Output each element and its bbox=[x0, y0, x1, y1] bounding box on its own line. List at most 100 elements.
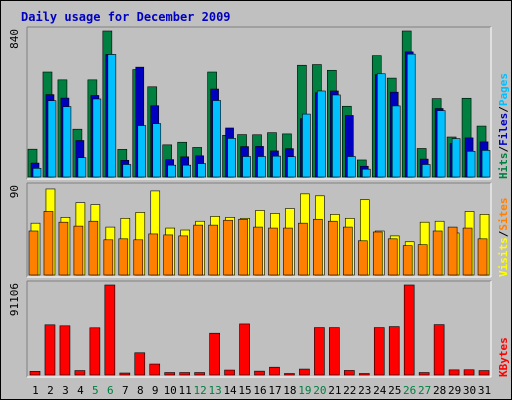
x-tick-label-day-29: 29 bbox=[448, 384, 461, 397]
bar-pages-day-19 bbox=[302, 113, 311, 178]
legend-entry: Hits bbox=[497, 153, 510, 180]
panel-legend: KBytes bbox=[497, 337, 510, 377]
bar-pages-day-28 bbox=[436, 110, 446, 178]
bar-kbytes-day-14 bbox=[224, 369, 235, 376]
legend-entry: Visits bbox=[497, 237, 510, 277]
chart-title: Daily usage for December 2009 bbox=[21, 10, 231, 24]
bar-sites-day-30 bbox=[462, 227, 473, 276]
bar-sites-day-14 bbox=[223, 219, 233, 276]
bar-sites-day-12 bbox=[193, 224, 203, 276]
legend-entry: Pages bbox=[497, 73, 510, 106]
bar-kbytes-day-9 bbox=[149, 363, 161, 376]
legend-entry: / bbox=[497, 106, 510, 113]
x-tick-label-day-6: 6 bbox=[107, 384, 114, 397]
bar-kbytes-day-6 bbox=[104, 284, 116, 376]
bar-kbytes-day-4 bbox=[74, 370, 86, 376]
bar-sites-day-10 bbox=[163, 234, 174, 276]
x-tick-label-day-2: 2 bbox=[47, 384, 54, 397]
bar-pages-day-10 bbox=[167, 164, 177, 178]
bar-sites-day-27 bbox=[417, 244, 428, 276]
x-tick-label-day-15: 15 bbox=[238, 384, 251, 397]
bar-kbytes-day-30 bbox=[463, 369, 475, 376]
bar-pages-day-4 bbox=[77, 157, 87, 178]
x-tick-label-day-19: 19 bbox=[298, 384, 311, 397]
bar-pages-day-11 bbox=[182, 164, 191, 178]
panel-kbytes: 91106 KBytes bbox=[8, 280, 510, 378]
x-tick-label-day-23: 23 bbox=[358, 384, 371, 397]
bar-kbytes-day-28 bbox=[433, 324, 445, 376]
bar-pages-day-2 bbox=[47, 100, 57, 178]
bar-pages-day-16 bbox=[257, 156, 266, 178]
bar-kbytes-day-8 bbox=[134, 352, 146, 376]
x-tick-label-day-8: 8 bbox=[137, 384, 144, 397]
bar-sites-day-19 bbox=[298, 222, 308, 276]
bar-kbytes-day-5 bbox=[89, 327, 101, 376]
x-tick-label-day-26: 26 bbox=[403, 384, 416, 397]
legend-entry: Sites bbox=[497, 198, 510, 231]
x-tick-label-day-9: 9 bbox=[152, 384, 159, 397]
bar-pages-day-25 bbox=[391, 105, 401, 178]
x-tick-label-day-28: 28 bbox=[433, 384, 446, 397]
bar-sites-day-6 bbox=[103, 239, 114, 276]
bar-pages-day-15 bbox=[242, 156, 251, 178]
x-tick-label-day-13: 13 bbox=[208, 384, 221, 397]
bar-kbytes-day-18 bbox=[284, 373, 295, 376]
x-tick-label-day-7: 7 bbox=[122, 384, 129, 397]
x-tick-label-day-16: 16 bbox=[253, 384, 266, 397]
bar-kbytes-day-31 bbox=[478, 370, 490, 376]
legend-entry: KBytes bbox=[497, 337, 510, 377]
bar-sites-day-29 bbox=[447, 226, 458, 276]
x-axis-labels: 1 2 3 4 5 6 7 8 9 10 11 12 13 14 15 16 17 18 19 20 21 22 23 24 2… bbox=[32, 384, 491, 397]
bar-pages-day-6 bbox=[107, 54, 117, 178]
legend-entry: / bbox=[497, 146, 510, 153]
bar-kbytes-day-16 bbox=[254, 370, 265, 376]
bar-sites-day-22 bbox=[343, 226, 353, 276]
bar-pages-day-23 bbox=[361, 168, 371, 178]
bar-sites-day-23 bbox=[357, 240, 368, 276]
bar-sites-day-18 bbox=[283, 227, 293, 276]
bar-sites-day-9 bbox=[148, 233, 159, 276]
bar-kbytes-day-21 bbox=[329, 327, 340, 376]
bar-pages-day-14 bbox=[227, 138, 236, 178]
bar-kbytes-day-11 bbox=[179, 372, 190, 376]
bar-kbytes-day-25 bbox=[388, 326, 400, 376]
bar-sites-day-21 bbox=[328, 220, 338, 276]
bar-sites-day-13 bbox=[208, 224, 218, 276]
bar-pages-day-22 bbox=[347, 156, 356, 178]
bar-pages-day-8 bbox=[137, 125, 147, 178]
bar-kbytes-day-22 bbox=[344, 370, 355, 376]
bar-sites-day-15 bbox=[238, 218, 248, 276]
panel-legend: Hits/Files/Pages bbox=[497, 73, 510, 179]
x-tick-label-day-31: 31 bbox=[478, 384, 491, 397]
x-tick-label-day-27: 27 bbox=[418, 384, 431, 397]
bar-kbytes-day-2 bbox=[44, 324, 56, 376]
bar-kbytes-day-29 bbox=[448, 369, 460, 376]
bar-sites-day-5 bbox=[88, 220, 99, 276]
bar-sites-day-4 bbox=[73, 225, 84, 276]
bar-pages-day-24 bbox=[376, 73, 386, 178]
bar-pages-day-26 bbox=[406, 53, 416, 178]
bar-pages-day-29 bbox=[451, 138, 461, 178]
bar-kbytes-day-3 bbox=[59, 325, 71, 376]
bar-sites-day-24 bbox=[372, 231, 383, 276]
x-tick-label-day-17: 17 bbox=[268, 384, 281, 397]
bar-pages-day-12 bbox=[197, 163, 206, 178]
bar-sites-day-28 bbox=[432, 230, 443, 276]
bar-pages-day-31 bbox=[481, 150, 491, 178]
bar-sites-day-20 bbox=[313, 218, 323, 276]
bar-sites-day-17 bbox=[268, 227, 278, 276]
bar-pages-day-3 bbox=[62, 106, 72, 178]
bar-pages-day-17 bbox=[272, 155, 281, 178]
bar-kbytes-day-7 bbox=[119, 372, 131, 376]
bar-pages-day-13 bbox=[212, 100, 221, 178]
bar-sites-day-1 bbox=[28, 230, 39, 276]
bar-kbytes-day-12 bbox=[194, 372, 205, 376]
bar-pages-day-1 bbox=[32, 168, 42, 178]
x-tick-label-day-10: 10 bbox=[164, 384, 177, 397]
bar-pages-day-18 bbox=[287, 156, 296, 178]
bar-pages-day-20 bbox=[317, 90, 326, 178]
x-tick-label-day-21: 21 bbox=[328, 384, 341, 397]
